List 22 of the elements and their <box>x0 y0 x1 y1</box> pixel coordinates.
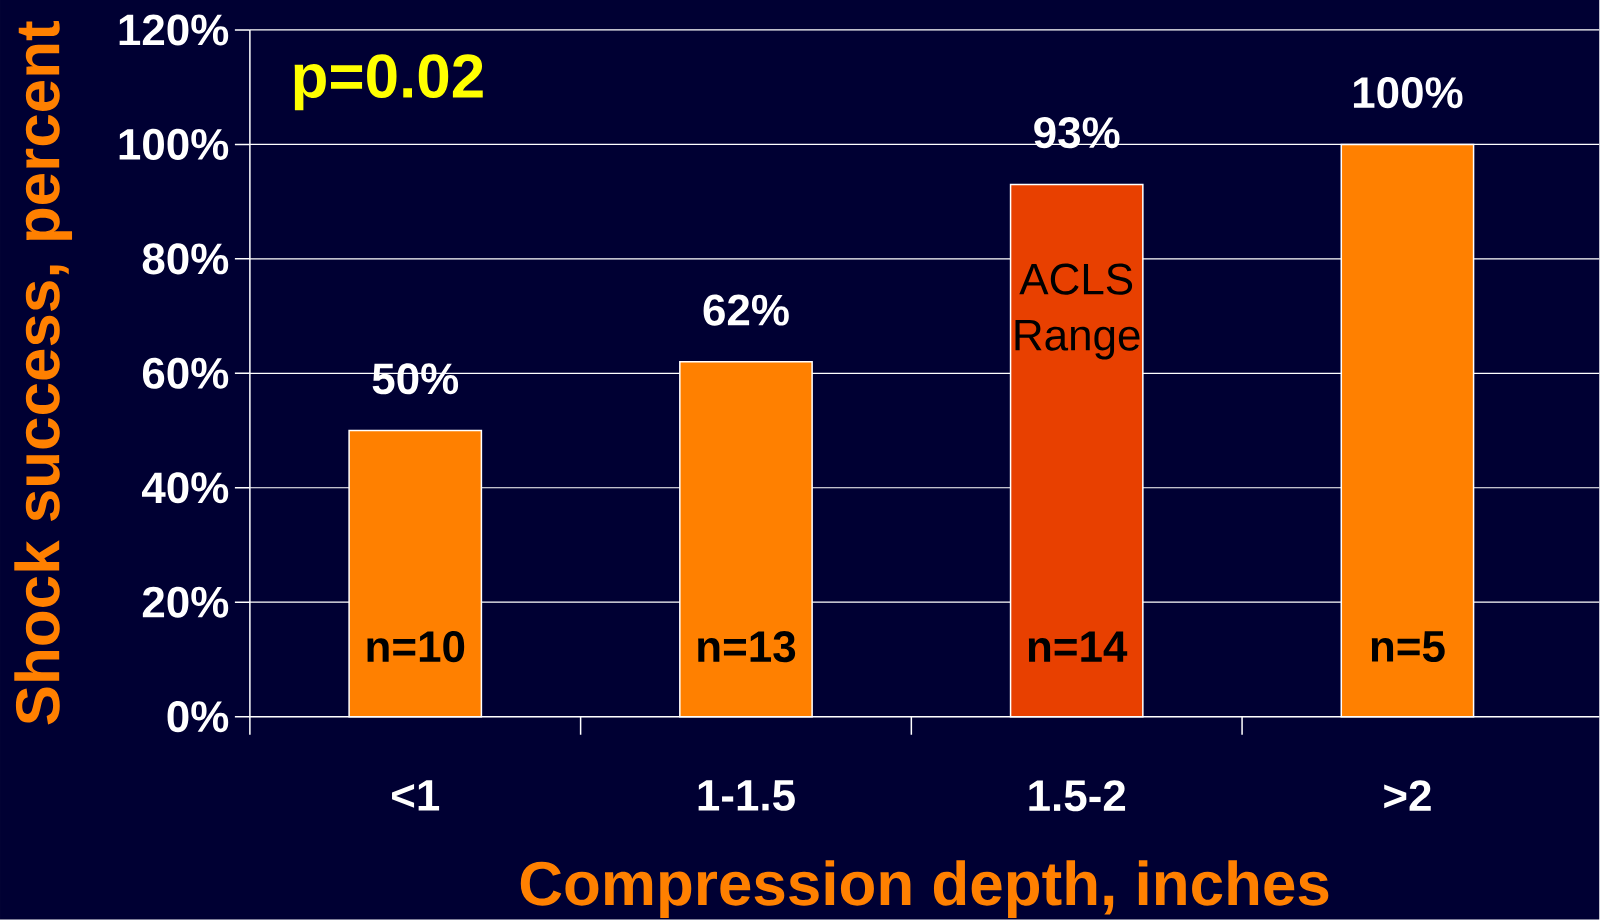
y-tick-label: 20% <box>142 586 229 618</box>
annotation: n=14 <box>1028 631 1128 662</box>
annotation: n=13 <box>698 630 796 663</box>
annotation: p=0.02 <box>294 54 483 111</box>
data-label: 62% <box>703 294 789 326</box>
x-tick-label: 1.5-2 <box>1029 780 1126 812</box>
y-tick-label: 0% <box>167 700 229 733</box>
data-label: 100% <box>1353 76 1463 109</box>
y-axis-title: Shock success, percent <box>14 21 73 725</box>
y-tick-label: 100% <box>119 128 229 160</box>
x-tick-label: >2 <box>1384 780 1431 811</box>
data-label: 93% <box>1034 116 1120 149</box>
y-tick-label: 40% <box>142 472 229 504</box>
annotation: n=5 <box>1371 631 1445 662</box>
x-axis-title: Compression depth, inches <box>520 860 1329 918</box>
y-tick-label: 120% <box>119 14 229 46</box>
x-tick-label: 1-1.5 <box>698 780 795 811</box>
x-tick-label: <1 <box>392 780 440 811</box>
y-tick-label: 80% <box>142 243 229 275</box>
y-tick-label: 60% <box>142 357 229 389</box>
annotation: ACLS Range <box>1015 263 1140 360</box>
annotation: n=10 <box>367 631 465 663</box>
